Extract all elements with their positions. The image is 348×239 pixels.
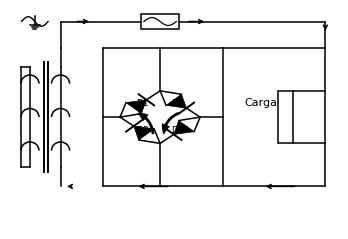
FancyArrowPatch shape <box>163 113 179 133</box>
Polygon shape <box>174 120 194 134</box>
Polygon shape <box>126 100 147 114</box>
Polygon shape <box>134 126 154 140</box>
Text: D1: D1 <box>136 99 149 108</box>
Polygon shape <box>166 94 187 108</box>
Bar <box>141 14 179 29</box>
FancyArrowPatch shape <box>138 113 154 134</box>
Text: D2: D2 <box>171 99 183 108</box>
Bar <box>278 91 293 143</box>
Text: D3: D3 <box>136 126 149 135</box>
Text: Carga: Carga <box>245 98 277 108</box>
Text: D4: D4 <box>171 126 183 135</box>
